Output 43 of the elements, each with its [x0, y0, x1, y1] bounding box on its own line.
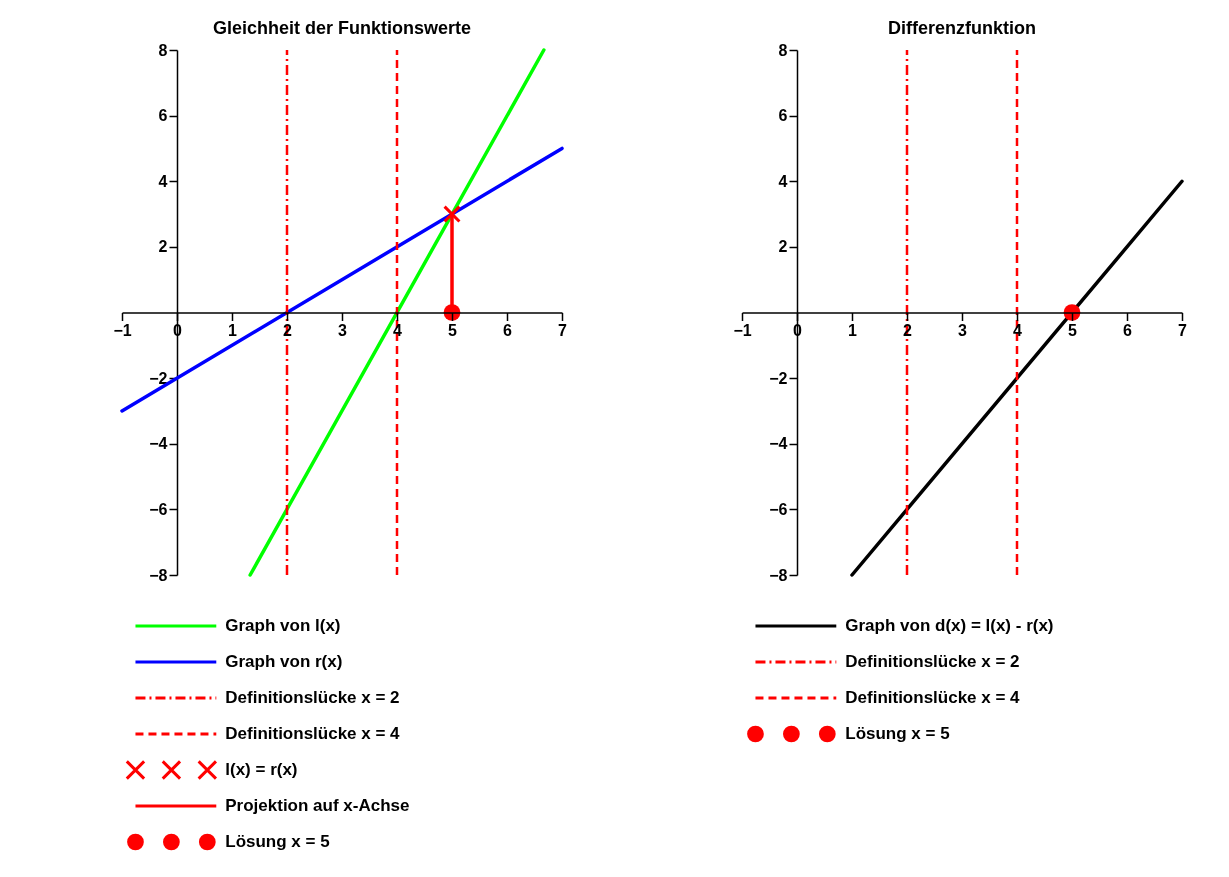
legend-label: Definitionslücke x = 4: [845, 688, 1021, 707]
x-tick-label: −1: [733, 322, 752, 339]
y-tick-label: −6: [769, 500, 788, 518]
x-tick-label: 4: [393, 322, 403, 339]
y-tick-label: −6: [149, 500, 168, 518]
x-tick-label: 6: [503, 322, 513, 339]
x-tick-label: 7: [1178, 322, 1188, 339]
y-tick-label: 4: [778, 172, 788, 190]
x-tick-label: 3: [958, 322, 968, 339]
x-tick-label: 4: [1013, 322, 1023, 339]
y-tick-label: −2: [149, 369, 168, 387]
legend-label: Lösung x = 5: [845, 724, 950, 743]
y-tick-label: −2: [769, 369, 788, 387]
x-tick-label: 3: [338, 322, 348, 339]
x-tick-label: 6: [1123, 322, 1133, 339]
x-tick-label: 1: [228, 322, 238, 339]
y-tick-label: 8: [158, 41, 168, 59]
legend-label: Projektion auf x-Achse: [225, 796, 410, 815]
legend-label: Definitionslücke x = 2: [845, 652, 1020, 671]
legend-label: Definitionslücke x = 4: [225, 724, 401, 743]
legend-label: l(x) = r(x): [225, 760, 298, 779]
y-tick-label: 4: [158, 172, 168, 190]
y-tick-label: 6: [158, 107, 168, 125]
legend-label: Graph von l(x): [225, 616, 341, 635]
legend-label: Graph von d(x) = l(x) - r(x): [845, 616, 1054, 635]
y-tick-label: 2: [158, 238, 168, 256]
x-tick-label: −1: [113, 322, 132, 339]
legend-label: Lösung x = 5: [225, 832, 330, 851]
x-tick-label: 5: [1068, 322, 1078, 339]
y-tick-label: −8: [769, 566, 788, 584]
x-tick-label: 7: [558, 322, 568, 339]
y-tick-label: 2: [778, 238, 788, 256]
y-tick-label: −4: [769, 435, 788, 453]
legend-label: Graph von r(x): [225, 652, 343, 671]
y-tick-label: 6: [778, 107, 788, 125]
y-tick-label: −8: [149, 566, 168, 584]
y-tick-label: 8: [778, 41, 788, 59]
x-tick-label: 5: [448, 322, 458, 339]
y-tick-label: −4: [149, 435, 168, 453]
chart-title: Differenzfunktion: [888, 18, 1036, 38]
legend-label: Definitionslücke x = 2: [225, 688, 400, 707]
x-tick-label: 1: [848, 322, 858, 339]
chart-title: Gleichheit der Funktionswerte: [212, 18, 472, 38]
